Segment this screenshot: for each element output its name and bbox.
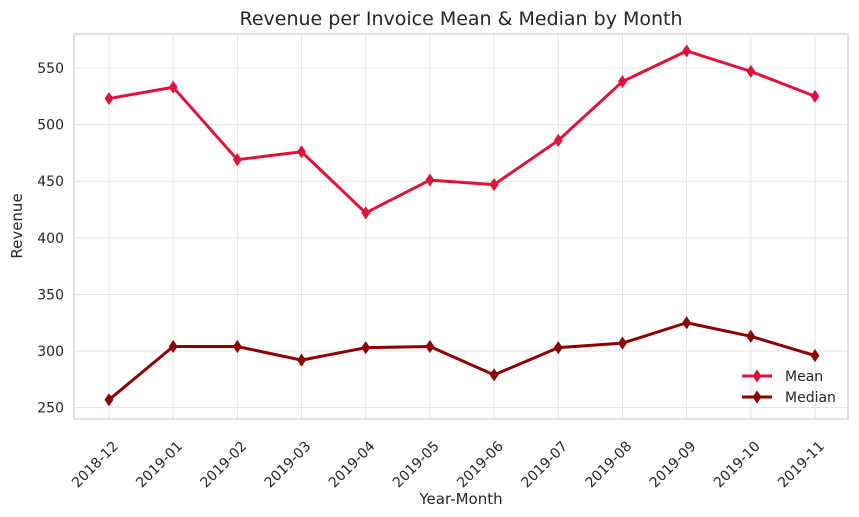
legend-marker-median (752, 390, 762, 404)
mean-point (810, 89, 820, 103)
y-tick-label: 450 (37, 174, 64, 190)
mean-point (232, 153, 242, 167)
mean-point (617, 74, 627, 89)
x-tick-label: 2019-03 (262, 439, 315, 492)
series-mean (104, 44, 820, 220)
median-line (107, 321, 817, 402)
x-tick-label: 2019-09 (647, 439, 700, 492)
x-tick-label: 2018-12 (69, 439, 122, 492)
x-tick-label: 2019-07 (518, 439, 571, 492)
series-median (104, 316, 820, 407)
median-point (104, 393, 114, 407)
y-tick-label: 500 (37, 118, 64, 134)
mean-point (746, 64, 756, 79)
legend-label-median: Median (785, 390, 836, 406)
series-layer (104, 44, 820, 407)
y-tick-label: 400 (37, 231, 64, 247)
median-point (489, 368, 499, 382)
plot-area (73, 33, 849, 420)
median-point (682, 316, 692, 330)
legend: Mean Median (742, 369, 836, 406)
x-tick-label: 2019-08 (583, 439, 636, 492)
median-point (168, 339, 178, 354)
mean-point (168, 80, 178, 94)
y-tick-label: 300 (37, 344, 64, 360)
x-axis-label: Year-Month (418, 490, 502, 508)
mean-point (553, 133, 563, 148)
x-tick-label: 2019-02 (198, 439, 251, 492)
median-point (361, 341, 371, 355)
legend-item-median: Median (742, 390, 836, 406)
mean-point (297, 145, 307, 159)
legend-item-mean: Mean (742, 369, 823, 385)
median-point (425, 339, 435, 354)
mean-line (107, 49, 817, 215)
mean-point (682, 44, 692, 58)
median-point (810, 348, 820, 363)
y-tick-label: 350 (37, 287, 64, 303)
legend-label-mean: Mean (785, 369, 823, 385)
y-tick-label: 550 (37, 61, 64, 77)
legend-marker-mean (752, 369, 762, 383)
mean-point (361, 206, 371, 220)
median-point (232, 339, 242, 354)
x-tick-label: 2019-04 (326, 438, 379, 491)
x-tick-label: 2019-10 (711, 439, 764, 492)
x-tick-label: 2019-01 (133, 439, 186, 492)
median-point (617, 336, 627, 350)
y-tick-label: 250 (37, 401, 64, 417)
chart-title: Revenue per Invoice Mean & Median by Mon… (239, 8, 682, 30)
x-tick-label: 2019-11 (775, 439, 828, 492)
mean-point (489, 177, 499, 192)
x-tick-label: 2019-05 (390, 439, 443, 492)
mean-point (104, 91, 114, 106)
median-point (746, 329, 756, 343)
x-tick-label: 2019-06 (454, 438, 507, 491)
median-point (297, 353, 307, 367)
mean-point (425, 173, 435, 187)
y-axis-label: Revenue (8, 193, 26, 258)
median-point (553, 341, 563, 355)
